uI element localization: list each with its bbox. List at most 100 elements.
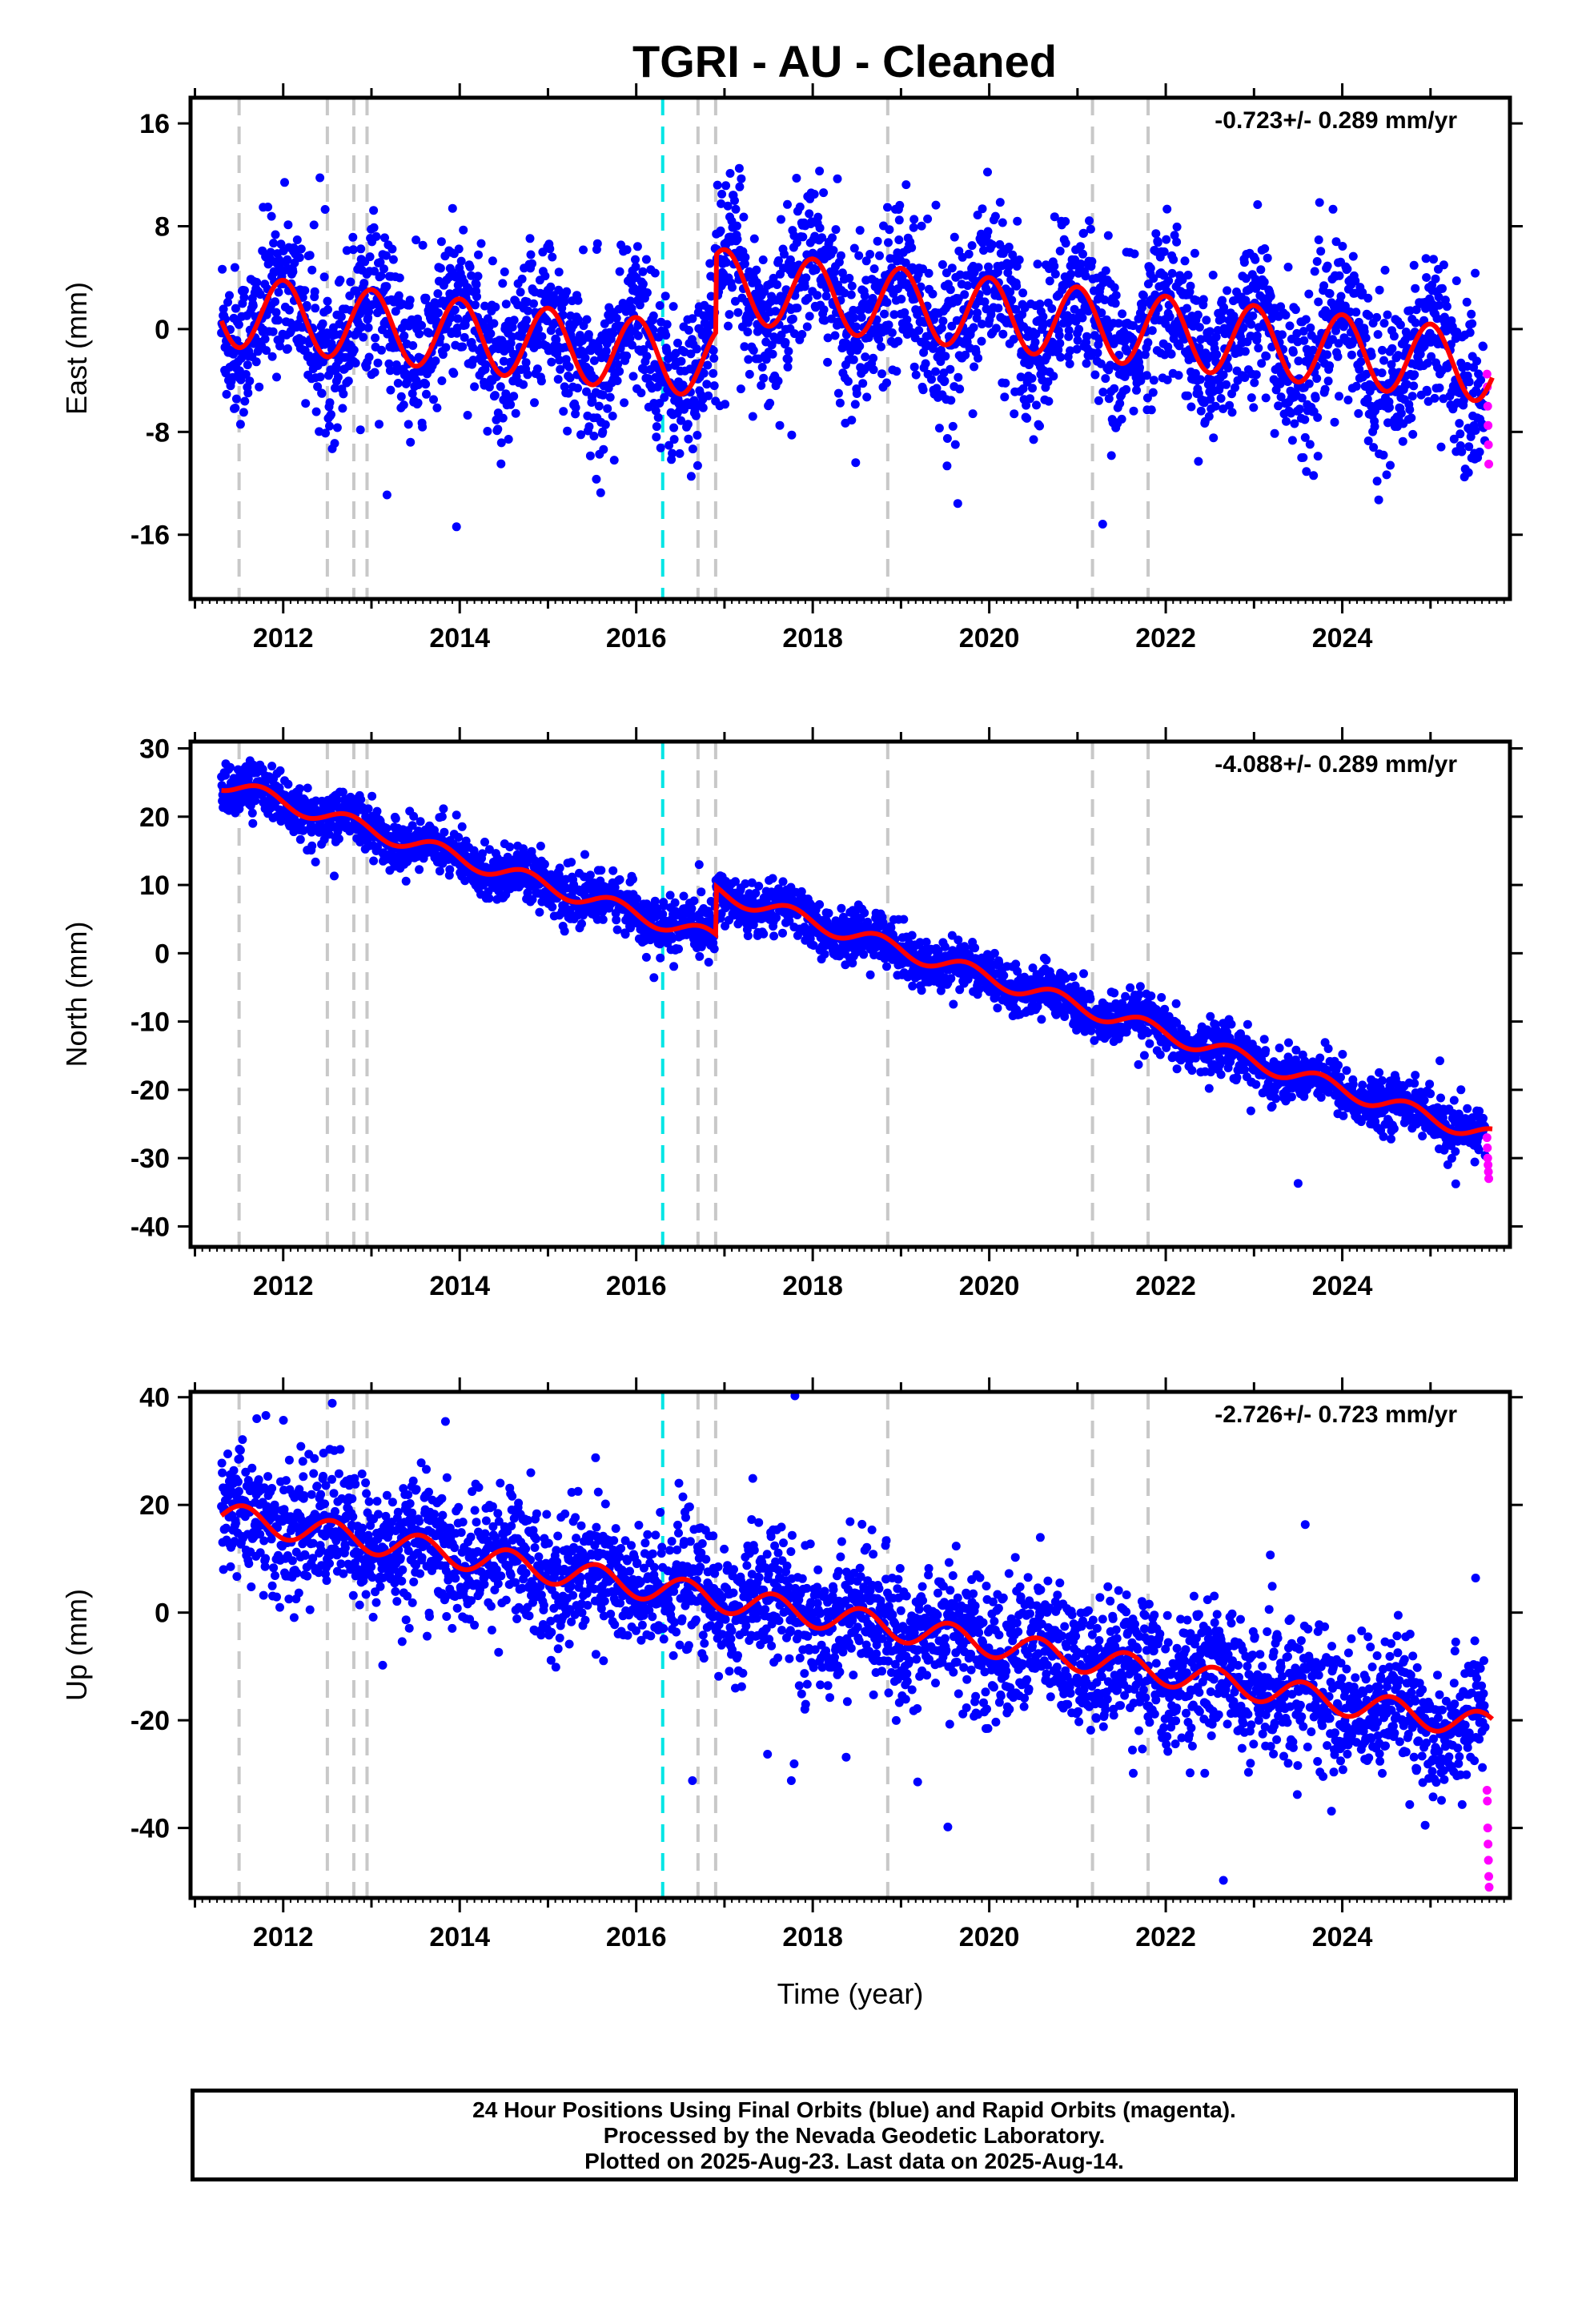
data-point bbox=[931, 367, 940, 376]
data-point bbox=[496, 382, 505, 392]
data-point bbox=[1061, 217, 1070, 226]
data-point bbox=[1218, 296, 1227, 305]
data-point bbox=[947, 263, 957, 273]
data-point bbox=[573, 384, 582, 393]
data-point bbox=[283, 220, 293, 230]
data-point bbox=[767, 340, 777, 350]
data-point bbox=[1106, 451, 1116, 460]
data-point bbox=[940, 376, 950, 386]
data-point bbox=[928, 289, 938, 299]
data-point bbox=[435, 866, 444, 876]
data-point bbox=[1310, 267, 1319, 276]
data-point bbox=[270, 267, 279, 277]
data-point bbox=[1174, 341, 1184, 351]
data-point bbox=[1343, 264, 1352, 274]
data-point bbox=[1456, 429, 1465, 439]
data-point bbox=[1297, 393, 1307, 403]
data-point bbox=[1350, 288, 1359, 298]
data-point bbox=[317, 388, 327, 398]
data-point bbox=[492, 415, 501, 424]
data-point bbox=[1411, 318, 1420, 328]
data-point bbox=[511, 408, 520, 418]
data-point bbox=[408, 389, 417, 398]
data-point bbox=[1427, 352, 1436, 361]
data-point bbox=[983, 227, 993, 236]
data-point bbox=[781, 338, 790, 347]
data-point bbox=[948, 421, 958, 431]
data-point bbox=[800, 282, 809, 292]
data-point bbox=[440, 827, 449, 837]
data-point bbox=[947, 321, 957, 331]
data-point bbox=[248, 301, 258, 311]
data-point bbox=[596, 866, 606, 875]
data-point bbox=[713, 180, 722, 190]
data-point bbox=[1475, 447, 1484, 456]
data-point bbox=[613, 360, 623, 369]
data-point bbox=[313, 382, 323, 392]
data-point bbox=[327, 410, 335, 420]
data-point bbox=[1464, 377, 1474, 387]
data-point bbox=[1043, 377, 1053, 387]
data-point bbox=[1102, 315, 1111, 324]
data-point bbox=[1191, 296, 1201, 305]
data-point bbox=[615, 367, 624, 376]
data-point bbox=[311, 857, 320, 866]
data-point bbox=[610, 883, 620, 892]
data-point bbox=[608, 412, 617, 420]
data-point bbox=[759, 373, 769, 383]
data-point bbox=[1364, 311, 1374, 320]
data-point bbox=[1231, 383, 1239, 392]
data-point bbox=[823, 357, 833, 367]
data-point bbox=[408, 341, 418, 350]
data-point bbox=[793, 304, 802, 313]
data-point bbox=[873, 236, 882, 246]
data-point bbox=[1409, 260, 1419, 270]
data-point bbox=[1206, 395, 1215, 404]
data-point bbox=[454, 833, 464, 842]
data-point bbox=[721, 258, 731, 267]
data-point bbox=[373, 358, 383, 368]
data-point bbox=[1249, 403, 1259, 412]
data-point bbox=[267, 211, 276, 221]
data-point bbox=[441, 343, 451, 352]
data-point bbox=[994, 304, 1003, 313]
data-point bbox=[1047, 304, 1057, 313]
data-point bbox=[1035, 421, 1044, 431]
data-point bbox=[946, 364, 955, 374]
data-point bbox=[535, 907, 544, 917]
data-point bbox=[585, 451, 595, 460]
data-point bbox=[855, 341, 865, 351]
data-point bbox=[1050, 212, 1059, 222]
data-point bbox=[231, 404, 240, 412]
data-point bbox=[840, 288, 849, 298]
data-point bbox=[1288, 348, 1298, 357]
data-point bbox=[1378, 345, 1387, 355]
data-point bbox=[877, 342, 885, 352]
data-point bbox=[247, 808, 257, 818]
data-point bbox=[589, 356, 599, 365]
data-point bbox=[528, 259, 536, 268]
data-point bbox=[460, 332, 469, 342]
data-point bbox=[677, 356, 686, 366]
data-point bbox=[1335, 271, 1344, 280]
data-point bbox=[269, 239, 279, 248]
data-point bbox=[1142, 371, 1151, 380]
data-point bbox=[698, 403, 708, 412]
data-point bbox=[338, 404, 347, 413]
data-point bbox=[599, 444, 608, 454]
chart-title: TGRI - AU - Cleaned bbox=[632, 36, 1057, 86]
data-point bbox=[226, 762, 235, 772]
data-point bbox=[1240, 373, 1250, 382]
data-point bbox=[1128, 334, 1138, 344]
data-point bbox=[376, 271, 386, 280]
data-point bbox=[240, 396, 250, 406]
data-point bbox=[1334, 339, 1343, 348]
x-tick-label: 2020 bbox=[959, 623, 1020, 653]
data-point bbox=[491, 302, 500, 312]
data-point bbox=[584, 422, 594, 432]
data-point bbox=[914, 326, 924, 336]
data-point bbox=[338, 787, 347, 797]
data-point bbox=[292, 235, 302, 244]
data-point bbox=[372, 806, 382, 816]
data-point bbox=[1033, 259, 1042, 269]
